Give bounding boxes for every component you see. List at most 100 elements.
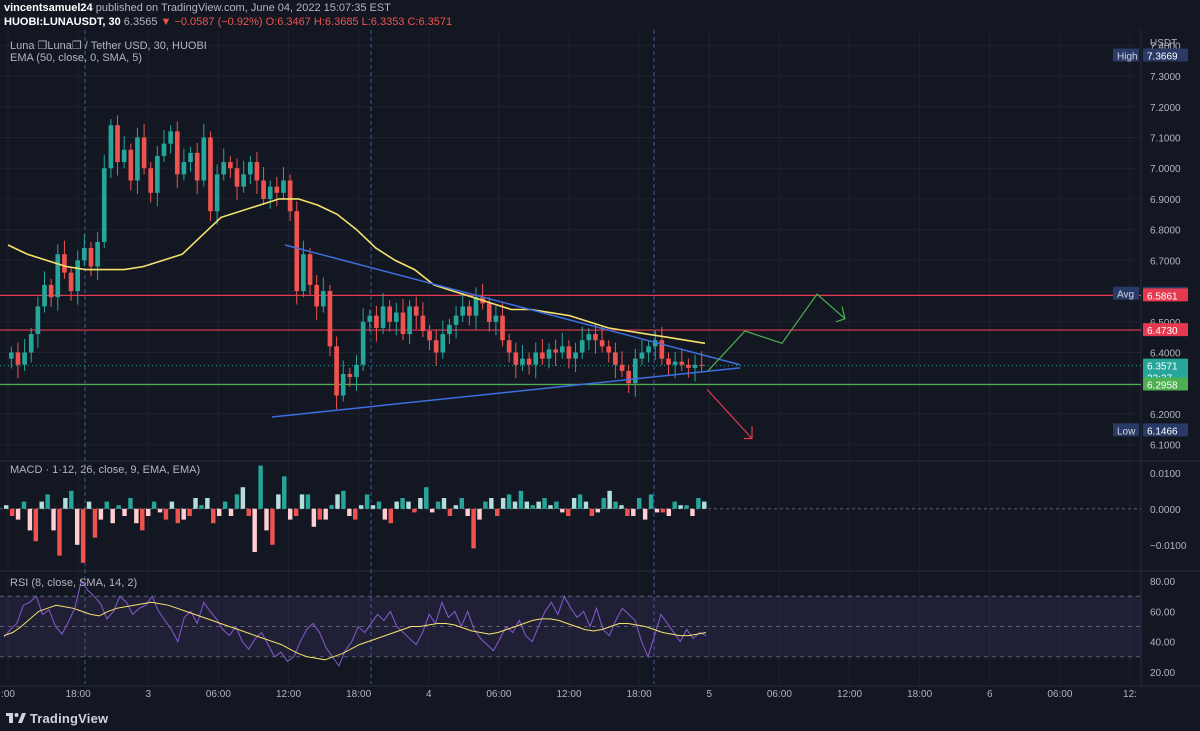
macd-bar (270, 508, 275, 545)
ohlc-bar: HUOBI:LUNAUSDT, 30 6.3565 ▼ −0.0587 (−0.… (4, 16, 452, 28)
macd-bar (459, 498, 464, 509)
macd-bar (45, 494, 50, 509)
candle-body (314, 284, 319, 307)
price-tag-bg (1143, 377, 1188, 391)
macd-bar (607, 490, 612, 509)
candle-body (652, 340, 658, 347)
candle-body (168, 131, 173, 144)
macd-bar (335, 494, 340, 509)
tradingview-logo[interactable]: TradingView (6, 711, 108, 726)
macd-bar (358, 505, 364, 509)
macd-bar (524, 501, 530, 509)
macd-bar (589, 508, 595, 516)
candle-body (82, 248, 87, 261)
price-tag-value: 6.4730 (1147, 326, 1178, 337)
candle-body (8, 352, 14, 359)
macd-bar (9, 508, 15, 516)
macd-bar (15, 508, 21, 520)
candle-body (55, 254, 61, 298)
candle-body (520, 358, 525, 365)
macd-bar (412, 508, 417, 513)
candle-body (28, 334, 34, 353)
macd-bar (211, 508, 216, 524)
candle-body (367, 315, 373, 322)
time-tick-label: 06:00 (1047, 689, 1072, 700)
candle-body (320, 291, 326, 307)
candle-body (42, 284, 47, 307)
macd-bar (264, 508, 269, 531)
macd-bar (57, 508, 62, 556)
price-tag: 6.4730 (1143, 323, 1188, 337)
candle-body (666, 358, 671, 365)
candle-body (526, 358, 532, 365)
macd-bar (571, 498, 577, 509)
candle-body (613, 352, 618, 365)
price-tick-label: 7.3000 (1150, 72, 1181, 83)
macd-tick-label: 0.0000 (1150, 505, 1181, 516)
macd-bar (228, 508, 234, 516)
macd-bar (577, 494, 583, 509)
price-tag-value: 6.1466 (1147, 426, 1178, 437)
price-tag: 6.2958 (1143, 377, 1188, 392)
macd-tick-label: −0.0100 (1150, 541, 1187, 552)
candle-body (374, 315, 379, 328)
author-name[interactable]: vincentsamuel24 (4, 2, 93, 14)
candle-body (307, 254, 313, 285)
candle-body (141, 137, 147, 169)
candle-body (500, 315, 505, 341)
candle-body (460, 306, 466, 316)
macd-bar (299, 494, 305, 509)
candle-body (261, 180, 266, 199)
publish-info: vincentsamuel24 published on TradingView… (4, 2, 391, 14)
candle-body (632, 358, 638, 384)
price-tag-label-bg (1113, 286, 1139, 300)
macd-bar (637, 498, 642, 509)
macd-bar (631, 508, 636, 516)
price-tag-value: 6.3571 (1147, 362, 1178, 373)
price-tick-label: 6.4000 (1150, 349, 1181, 360)
candle-body (659, 340, 665, 359)
macd-legend: MACD · 1·12, 26, close, 9, EMA, EMA) (10, 464, 201, 476)
candle-body (540, 352, 545, 359)
candle-body (413, 306, 419, 316)
time-tick-label: 3 (145, 689, 151, 700)
candle-body (214, 174, 220, 212)
price-tick-label: 7.1000 (1150, 134, 1181, 145)
candle-body (427, 331, 432, 341)
candle-body (281, 180, 286, 193)
candle-body (128, 149, 134, 181)
macd-bar (276, 494, 281, 509)
macd-bar (560, 508, 565, 513)
macd-bar (453, 505, 459, 509)
candle-body (301, 254, 306, 292)
macd-bar (33, 508, 39, 542)
rsi-legend: RSI (8, close, SMA, 14, 2) (10, 577, 138, 589)
price-unit-label: USDT (1150, 38, 1177, 49)
candle-body (559, 346, 565, 353)
rsi-tick-label: 20.00 (1150, 668, 1175, 679)
change-value: ▼ −0.0587 (−0.92%) (160, 16, 263, 28)
candle-body (387, 306, 393, 322)
candle-body (440, 334, 446, 353)
candle-body (135, 137, 140, 181)
candle-body (646, 346, 651, 353)
candle-body (679, 361, 685, 365)
macd-bar (406, 501, 411, 509)
macd-bar (353, 508, 358, 520)
macd-bar (477, 508, 482, 520)
macd-bar (287, 508, 293, 520)
candle-body (686, 364, 691, 368)
price-tick-label: 6.8000 (1150, 226, 1181, 237)
candle-body (619, 364, 625, 371)
price-tag: Low 6.1466 (1113, 423, 1188, 437)
time-tick-label: 06:00 (486, 689, 511, 700)
macd-bar (548, 505, 553, 509)
macd-bar (305, 494, 311, 509)
macd-bar (388, 508, 393, 524)
price-tick-label: 6.9000 (1150, 195, 1181, 206)
candle-body (88, 248, 94, 267)
candle-body (181, 162, 187, 175)
candle-body (161, 143, 167, 156)
candle-body (473, 297, 479, 316)
